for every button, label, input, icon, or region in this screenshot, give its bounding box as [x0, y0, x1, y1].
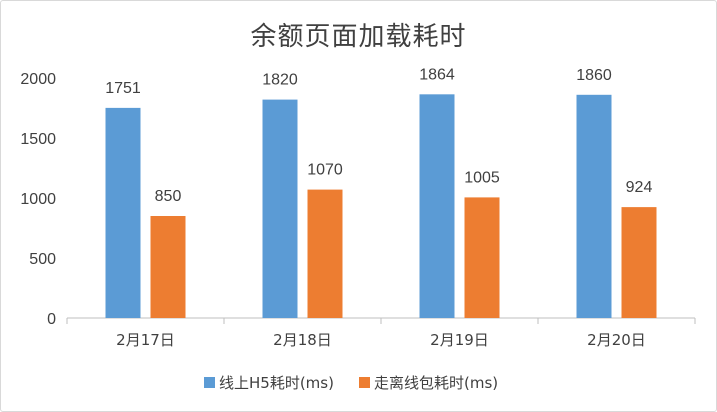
data-label: 1860 [576, 67, 612, 84]
bar-offline-package [464, 197, 500, 318]
data-label: 1820 [262, 72, 298, 89]
data-label: 1751 [105, 80, 141, 97]
bar-offline-package [150, 216, 186, 318]
x-category-label: 2月20日 [587, 331, 646, 349]
y-tick-label: 0 [47, 311, 56, 328]
y-tick-label: 1000 [20, 191, 56, 208]
chart-title: 余额页面加载耗时 [250, 22, 467, 52]
bar-online-h5 [576, 94, 612, 318]
bar-online-h5 [105, 107, 141, 318]
legend-swatch [359, 377, 370, 388]
y-tick-label: 1500 [20, 131, 56, 148]
bar-offline-package [621, 207, 657, 318]
bar-online-h5 [419, 94, 455, 318]
axis-layer: 0 500 1000 1500 2000 [20, 71, 696, 328]
x-category-label: 2月18日 [273, 331, 332, 349]
data-label: 1864 [419, 66, 455, 83]
x-category-label: 2月19日 [430, 331, 489, 349]
data-label: 1005 [464, 169, 500, 186]
legend: 线上H5耗时(ms) 走离线包耗时(ms) [204, 374, 498, 392]
bars-layer [105, 94, 657, 318]
legend-swatch [204, 377, 215, 388]
data-label: 924 [626, 179, 653, 196]
labels-layer: 2月17日 1751 850 2月18日 1820 1070 2月19日 1864 1005 2月… [105, 66, 652, 349]
y-tick-label: 500 [29, 251, 56, 268]
bar-offline-package [307, 189, 343, 318]
legend-label: 线上H5耗时(ms) [219, 374, 334, 392]
x-category-label: 2月17日 [116, 331, 175, 349]
data-label: 1070 [307, 162, 343, 179]
legend-label: 走离线包耗时(ms) [374, 374, 498, 392]
y-tick-label: 2000 [20, 71, 56, 88]
data-label: 850 [155, 188, 182, 205]
bar-online-h5 [262, 99, 298, 318]
